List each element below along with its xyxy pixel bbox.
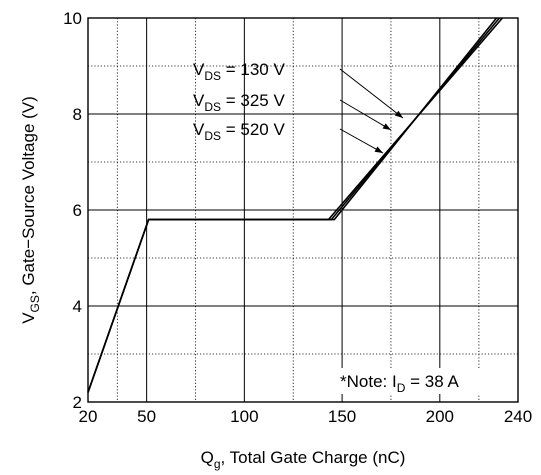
leader-arrowhead xyxy=(374,146,383,153)
x-tick-label: 150 xyxy=(328,407,356,426)
series-label-main: V xyxy=(193,91,205,110)
series-label-sub: DS xyxy=(204,69,221,83)
y-axis-label: VGS, Gate−Source Voltage (V) xyxy=(19,96,42,324)
y-axis-label-sub: GS xyxy=(28,295,42,312)
y-tick-labels: 2 4 6 8 10 xyxy=(63,9,82,412)
series-label: VDS = 520 V xyxy=(193,120,285,143)
y-tick-label: 10 xyxy=(63,9,82,28)
leader-arrowhead xyxy=(394,110,403,118)
series-label-sub: DS xyxy=(204,129,221,143)
series-label-rest: = 520 V xyxy=(221,120,285,139)
x-tick-label: 50 xyxy=(137,407,156,426)
series-label: VDS = 325 V xyxy=(193,91,285,114)
y-tick-label: 6 xyxy=(73,201,82,220)
series-group xyxy=(87,17,504,393)
leader-arrowhead xyxy=(382,123,391,130)
note-pre: *Note: I xyxy=(340,372,397,391)
x-tick-label: 20 xyxy=(79,407,98,426)
plot-border xyxy=(87,17,519,403)
leader-line xyxy=(339,68,404,119)
y-axis-label-rest: , Gate−Source Voltage (V) xyxy=(19,96,38,295)
x-tick-labels: 20 50 100 150 200 240 xyxy=(79,407,533,426)
y-axis-label-main: V xyxy=(19,312,38,324)
x-tick-label: 100 xyxy=(230,407,258,426)
note-sub: D xyxy=(397,381,406,395)
x-axis-label-rest: , Total Gate Charge (nC) xyxy=(221,448,406,467)
x-axis-label-main: Q xyxy=(201,448,214,467)
x-tick-label: 240 xyxy=(504,407,532,426)
note-annotation: *Note: ID = 38 A xyxy=(340,372,459,395)
leader-line xyxy=(339,99,392,131)
leader-line xyxy=(339,128,384,154)
note-post: = 38 A xyxy=(405,372,459,391)
series-line xyxy=(87,17,498,393)
series-label-main: V xyxy=(193,120,205,139)
series-label-rest: = 325 V xyxy=(221,91,285,110)
series-label-rest: = 130 V xyxy=(221,60,285,79)
y-tick-label: 8 xyxy=(73,105,82,124)
note-background xyxy=(334,368,514,394)
series-label-main: V xyxy=(193,60,205,79)
y-tick-label: 2 xyxy=(73,393,82,412)
x-tick-label: 200 xyxy=(426,407,454,426)
series-line xyxy=(87,17,501,393)
series-label: VDS = 130 V xyxy=(193,60,285,83)
x-axis-label-sub: g xyxy=(214,457,221,471)
y-tick-label: 4 xyxy=(73,297,82,316)
series-label-sub: DS xyxy=(204,100,221,114)
x-axis-label: Qg, Total Gate Charge (nC) xyxy=(201,448,406,471)
